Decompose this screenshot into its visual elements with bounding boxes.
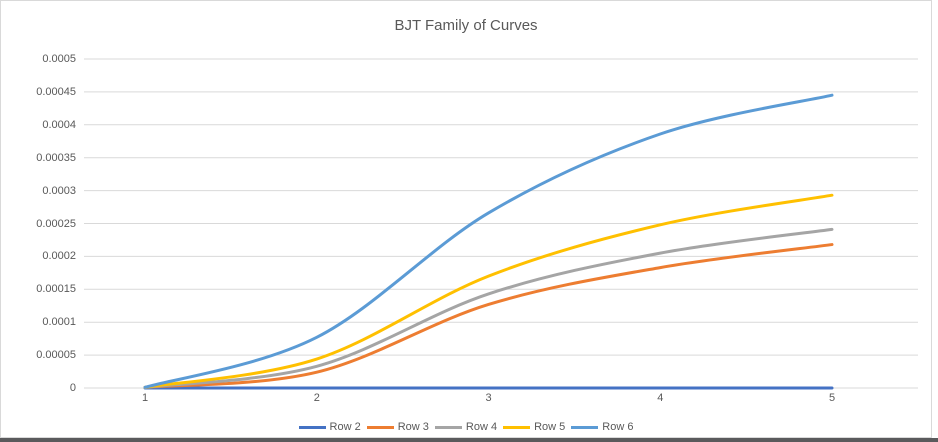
legend-swatch (366, 425, 394, 429)
x-tick-label: 4 (657, 392, 664, 404)
y-tick-label: 0.00015 (36, 283, 76, 296)
y-tick-label: 0.0001 (42, 316, 76, 329)
legend-item-row-4[interactable]: Row 4 (434, 421, 498, 433)
chart-legend: Row 2 Row 3 Row 4 Row 5 Row 6 (0, 419, 932, 435)
chart-title: BJT Family of Curves (394, 17, 538, 34)
legend-item-row-5[interactable]: Row 5 (503, 421, 565, 433)
y-tick-label: 0.00045 (36, 85, 76, 98)
legend-label: Row 6 (602, 421, 634, 433)
y-tick-label: 0.0005 (42, 53, 76, 65)
legend-label: Row 5 (534, 421, 566, 433)
legend-label: Row 4 (465, 421, 498, 433)
x-tick-label: 5 (828, 392, 836, 404)
y-tick-label: 0.00035 (36, 151, 76, 164)
y-tick-label: 0 (69, 382, 76, 394)
y-tick-label: 0.0004 (42, 118, 76, 131)
series-line-row-4[interactable] (143, 227, 834, 389)
y-tick-label: 0.0002 (42, 250, 76, 263)
series-line-row-5[interactable] (143, 193, 834, 389)
y-tick-label: 0.0003 (42, 184, 76, 197)
legend-swatch (298, 425, 326, 429)
series-line-row-3[interactable] (143, 243, 834, 389)
legend-swatch (503, 425, 531, 429)
x-tick-label: 2 (313, 392, 320, 404)
legend-item-row-3[interactable]: Row 3 (366, 421, 429, 433)
x-tick-label: 1 (141, 392, 149, 404)
legend-item-row-2[interactable]: Row 2 (298, 421, 361, 433)
legend-swatch (434, 425, 462, 429)
legend-item-row-6[interactable]: Row 6 (571, 421, 633, 433)
legend-label: Row 2 (329, 421, 361, 433)
legend-label: Row 3 (397, 421, 429, 433)
x-tick-label: 3 (485, 392, 492, 404)
window-bottom-edge (0, 438, 938, 442)
y-tick-label: 0.00005 (36, 349, 76, 362)
y-tick-label: 0.00025 (36, 217, 76, 230)
series-line-row-6[interactable] (143, 93, 834, 389)
legend-swatch (571, 425, 599, 429)
